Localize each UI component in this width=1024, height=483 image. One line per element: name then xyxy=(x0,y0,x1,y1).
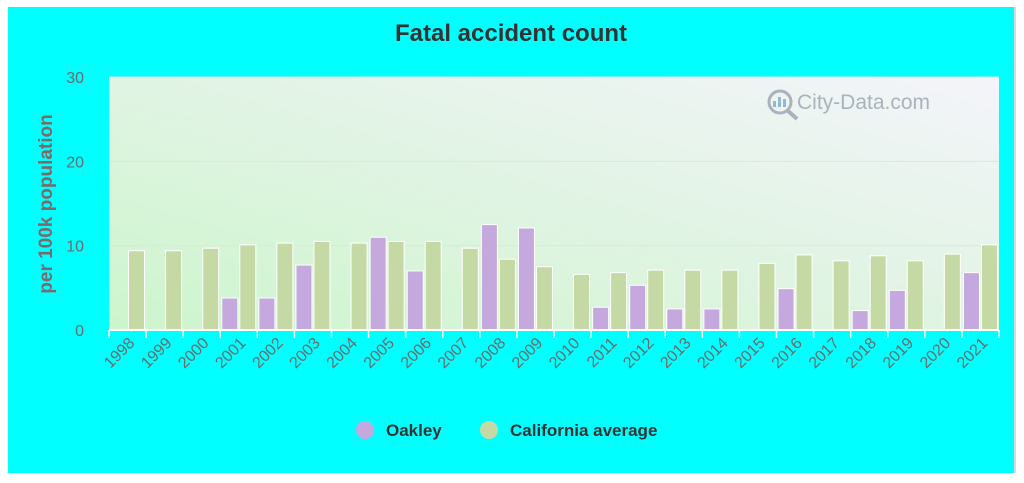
legend-label: Oakley xyxy=(386,421,442,440)
bar-oakley-2001 xyxy=(221,297,239,331)
x-tick-label: 2017 xyxy=(806,335,843,372)
bar-california-2012 xyxy=(647,269,665,331)
x-axis: 1998 1999 2000 2001 2002 2003 2004 2005 2006 2007… xyxy=(101,329,1000,372)
bar-oakley-2003 xyxy=(295,264,313,331)
bar-california-2010 xyxy=(573,273,591,331)
bar-california-2009 xyxy=(535,266,553,331)
bar-california-2021 xyxy=(980,244,998,331)
y-tick-label: 20 xyxy=(66,154,84,171)
bar-california-2017 xyxy=(832,260,850,331)
legend-label: California average xyxy=(510,421,657,440)
bar-oakley-2005 xyxy=(369,236,387,331)
y-tick-label: 30 xyxy=(66,70,84,87)
bar-california-2016 xyxy=(795,254,813,331)
bar-oakley-2002 xyxy=(258,297,276,331)
bar-oakley-2018 xyxy=(851,310,869,331)
legend: Oakley California average xyxy=(356,421,657,440)
x-tick-label: 2013 xyxy=(657,335,694,372)
x-tick-label: 1998 xyxy=(101,335,138,372)
x-tick-label: 2014 xyxy=(695,335,732,372)
y-tick-label: 10 xyxy=(66,239,84,256)
bar-oakley-2013 xyxy=(666,308,684,331)
x-tick-label: 2008 xyxy=(472,335,509,372)
bar-california-2000 xyxy=(202,247,220,331)
bar-oakley-2009 xyxy=(517,227,535,331)
bar-oakley-2006 xyxy=(406,270,424,331)
y-tick-label: 0 xyxy=(75,323,84,340)
bars xyxy=(128,224,998,331)
magnifier-chart-icon xyxy=(767,89,799,121)
x-tick-label: 2005 xyxy=(361,335,398,372)
x-tick-label: 2020 xyxy=(917,335,954,372)
x-tick-label: 2007 xyxy=(435,335,472,372)
bar-oakley-2011 xyxy=(592,306,610,331)
x-tick-label: 2004 xyxy=(324,335,361,372)
bar-california-2013 xyxy=(684,269,702,331)
watermark: City-Data.com xyxy=(767,89,930,121)
plot-area xyxy=(109,77,999,330)
y-axis-title: per 100k population xyxy=(36,114,57,293)
bar-oakley-2012 xyxy=(629,284,647,331)
legend-swatch-oakley xyxy=(356,421,374,439)
x-tick-label: 2019 xyxy=(880,335,917,372)
bar-oakley-2019 xyxy=(888,289,906,331)
bar-california-1998 xyxy=(128,250,146,331)
x-tick-label: 1999 xyxy=(138,335,175,372)
chart-title: Fatal accident count xyxy=(394,20,628,47)
x-tick-label: 2016 xyxy=(769,335,806,372)
bar-california-2007 xyxy=(461,247,479,331)
x-tick-label: 2001 xyxy=(212,335,249,372)
bar-california-2011 xyxy=(610,272,628,331)
x-tick-label: 2006 xyxy=(398,335,435,372)
bar-california-2019 xyxy=(906,260,924,331)
x-tick-label: 2021 xyxy=(954,335,991,372)
bar-oakley-2016 xyxy=(777,288,795,331)
bar-california-2018 xyxy=(869,255,887,331)
x-tick-label: 2009 xyxy=(509,335,546,372)
bar-california-2008 xyxy=(498,258,516,331)
watermark-text: City-Data.com xyxy=(797,91,930,114)
x-tick-label: 2011 xyxy=(584,335,620,371)
bar-oakley-2008 xyxy=(480,224,498,331)
bar-california-2005 xyxy=(387,240,405,331)
x-tick-label: 2000 xyxy=(175,335,212,372)
bar-california-2020 xyxy=(943,253,961,331)
x-tick-label: 2015 xyxy=(732,335,769,372)
bar-california-2014 xyxy=(721,269,739,331)
x-tick-label: 2010 xyxy=(546,335,583,372)
bar-california-2004 xyxy=(350,242,368,331)
bar-california-2001 xyxy=(239,244,257,331)
bar-oakley-2014 xyxy=(703,308,721,331)
legend-swatch-california xyxy=(480,421,498,439)
x-tick-label: 2018 xyxy=(843,335,880,372)
bar-california-2003 xyxy=(313,240,331,331)
bar-california-2006 xyxy=(424,240,442,331)
x-tick-label: 2003 xyxy=(287,335,324,372)
grid-lines xyxy=(109,76,999,247)
y-axis: 0 10 20 30 xyxy=(66,70,84,340)
bar-california-2015 xyxy=(758,262,776,331)
x-tick-label: 2012 xyxy=(620,335,657,372)
bar-california-2002 xyxy=(276,242,294,331)
bar-california-1999 xyxy=(165,250,183,331)
bar-oakley-2021 xyxy=(962,272,980,331)
x-tick-label: 2002 xyxy=(250,335,287,372)
